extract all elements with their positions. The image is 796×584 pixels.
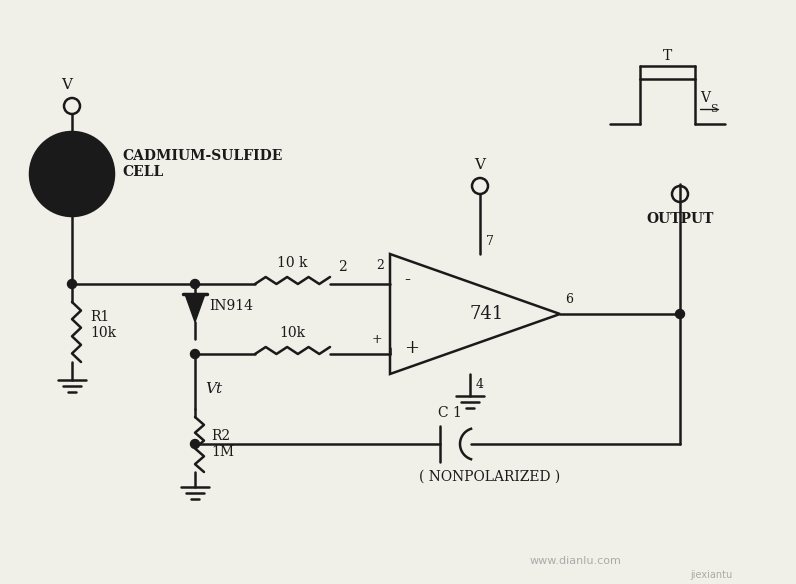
Circle shape	[68, 280, 76, 288]
Text: 6: 6	[565, 293, 573, 306]
Text: ( NONPOLARIZED ): ( NONPOLARIZED )	[419, 470, 560, 484]
Text: -: -	[404, 272, 410, 290]
Polygon shape	[185, 294, 205, 322]
Circle shape	[676, 310, 685, 318]
Text: +: +	[372, 333, 382, 346]
Text: +: +	[404, 339, 419, 357]
Text: S: S	[710, 103, 718, 113]
Text: 4: 4	[476, 378, 484, 391]
Text: CADMIUM-SULFIDE: CADMIUM-SULFIDE	[122, 149, 283, 163]
Circle shape	[30, 132, 114, 216]
Text: IN914: IN914	[209, 299, 253, 313]
Text: 2: 2	[377, 259, 384, 272]
Text: V: V	[61, 78, 72, 92]
Text: R1: R1	[90, 310, 109, 324]
Text: 2: 2	[338, 260, 347, 274]
Text: 10k: 10k	[90, 326, 116, 340]
Text: www.dianlu.com: www.dianlu.com	[530, 556, 622, 566]
Text: 10k: 10k	[279, 326, 306, 340]
Circle shape	[190, 280, 200, 288]
Text: OUTPUT: OUTPUT	[646, 212, 714, 226]
Text: 1M: 1M	[211, 445, 234, 459]
Text: V: V	[474, 158, 486, 172]
Circle shape	[190, 440, 200, 449]
Circle shape	[190, 349, 200, 359]
Text: 10 k: 10 k	[277, 256, 308, 270]
Text: 7: 7	[486, 235, 494, 248]
Text: jiexiantu: jiexiantu	[690, 570, 732, 580]
Text: V: V	[700, 91, 710, 105]
Text: R2: R2	[211, 429, 230, 443]
Text: Vt: Vt	[205, 382, 222, 396]
Text: T: T	[663, 49, 672, 63]
Text: C 1: C 1	[438, 406, 462, 420]
Text: CELL: CELL	[122, 165, 163, 179]
Text: 741: 741	[470, 305, 504, 323]
